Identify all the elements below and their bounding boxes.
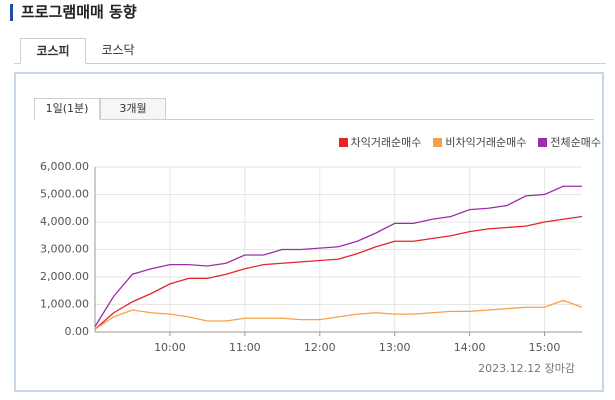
legend-swatch bbox=[538, 138, 548, 147]
legend-label: 차익거래순매수 bbox=[350, 136, 422, 149]
x-tick-label: 10:00 bbox=[154, 341, 186, 354]
legend-item: 비차익거래순매수 bbox=[433, 134, 526, 150]
legend: 차익거래순매수 비차익거래순매수 전체순매수 bbox=[338, 134, 601, 150]
series-line bbox=[94, 299, 583, 330]
legend-swatch bbox=[338, 138, 348, 147]
subtab[interactable]: 3개월 bbox=[100, 98, 166, 120]
x-tick-label: 13:00 bbox=[379, 341, 411, 354]
tab[interactable]: 코스닥 bbox=[101, 43, 135, 57]
x-tick-label: 11:00 bbox=[229, 341, 261, 354]
footer-status: 2023.12.12 장마감 bbox=[478, 362, 575, 375]
subtab[interactable]: 1일(1분) bbox=[34, 98, 100, 120]
legend-label: 전체순매수 bbox=[550, 136, 601, 149]
y-tick-label: 3,000.00 bbox=[40, 243, 89, 256]
y-tick-label: 4,000.00 bbox=[40, 215, 89, 228]
subtab-line bbox=[34, 119, 594, 120]
y-tick-label: 5,000.00 bbox=[40, 188, 89, 201]
legend-swatch bbox=[433, 138, 443, 147]
x-tick-label: 12:00 bbox=[304, 341, 336, 354]
y-tick-label: 2,000.00 bbox=[40, 270, 89, 283]
legend-label: 비차익거래순매수 bbox=[445, 136, 527, 149]
tab[interactable]: 코스피 bbox=[20, 38, 86, 64]
legend-item: 전체순매수 bbox=[538, 134, 601, 150]
chart-panel bbox=[14, 72, 604, 392]
series-line bbox=[94, 215, 583, 330]
legend-item: 차익거래순매수 bbox=[338, 134, 422, 150]
market-tabs: 코스피 코스닥 bbox=[14, 38, 606, 64]
x-tick-label: 14:00 bbox=[454, 341, 486, 354]
series-line bbox=[94, 185, 582, 327]
y-tick-label: 1,000.00 bbox=[40, 298, 89, 311]
x-tick-label: 15:00 bbox=[529, 341, 561, 354]
page-title: 프로그램매매 동향 bbox=[10, 4, 137, 21]
y-tick-label: 6,000.00 bbox=[40, 160, 89, 173]
y-tick-label: 0.00 bbox=[65, 325, 90, 338]
